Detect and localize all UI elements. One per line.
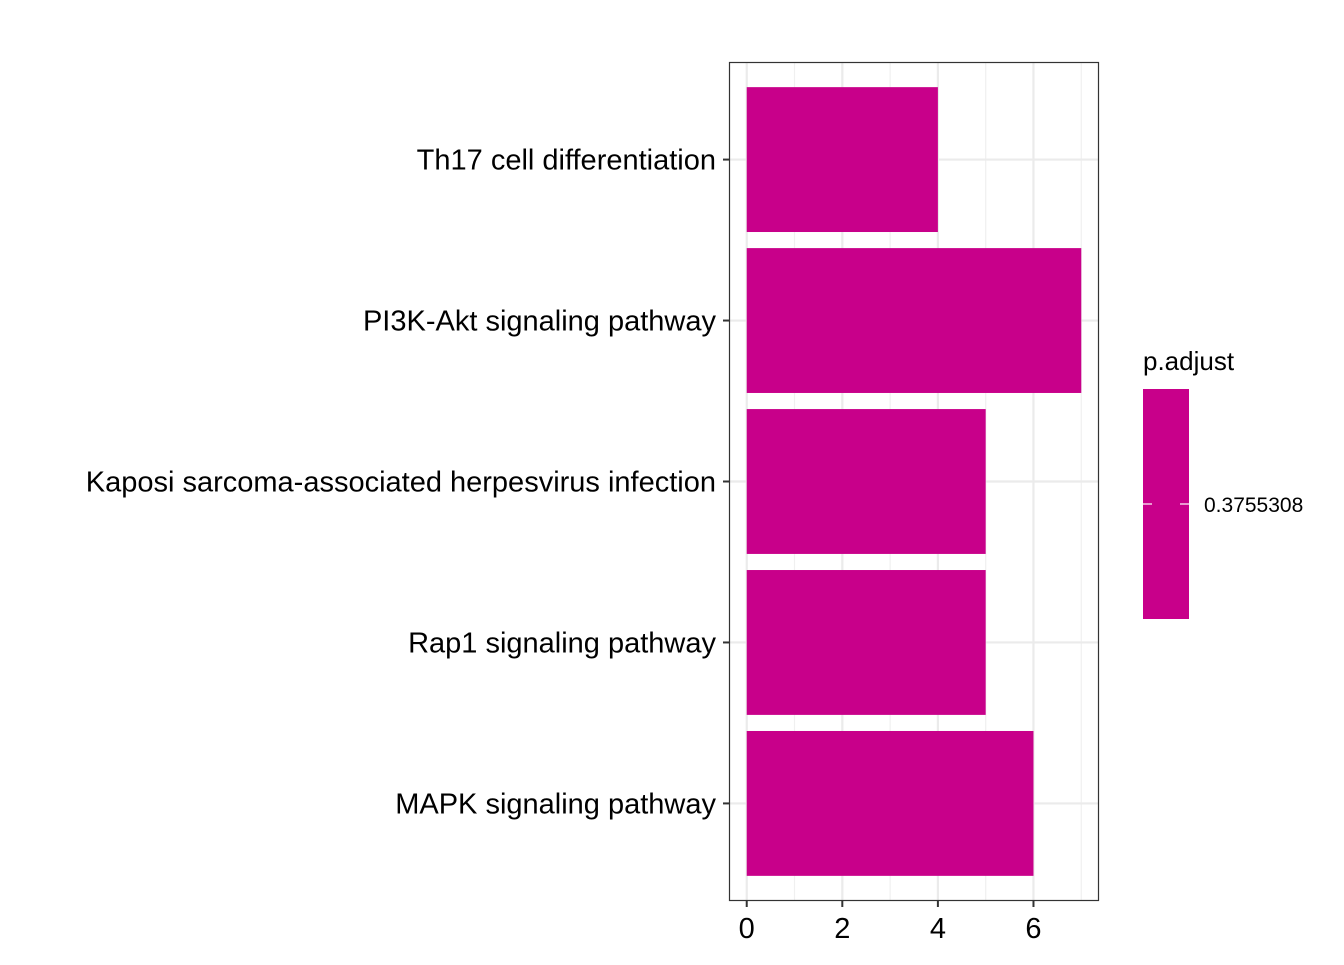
bar: [746, 570, 986, 715]
legend: p.adjust 0.3755308: [1143, 346, 1303, 619]
legend-label: 0.3755308: [1204, 494, 1303, 517]
bar: [746, 248, 1082, 393]
y-axis: Th17 cell differentiation PI3K-Akt signal…: [86, 145, 730, 820]
bars-layer: [746, 87, 1082, 876]
legend-title: p.adjust: [1143, 346, 1235, 376]
y-tick-label: Rap1 signaling pathway: [408, 627, 716, 659]
y-tick-label: PI3K-Akt signaling pathway: [363, 306, 717, 338]
x-tick-label: 4: [930, 913, 946, 945]
y-tick-label: Th17 cell differentiation: [417, 145, 716, 177]
bar: [746, 730, 1034, 876]
y-tick-label: MAPK signaling pathway: [395, 788, 716, 820]
bar: [746, 409, 986, 554]
y-tick-label: Kaposi sarcoma-associated herpesvirus in…: [86, 467, 716, 499]
x-axis: 0 2 4 6: [739, 900, 1042, 945]
bar: [746, 87, 938, 233]
x-tick-label: 0: [739, 913, 755, 945]
x-tick-label: 6: [1025, 913, 1041, 945]
x-tick-label: 2: [834, 913, 850, 945]
